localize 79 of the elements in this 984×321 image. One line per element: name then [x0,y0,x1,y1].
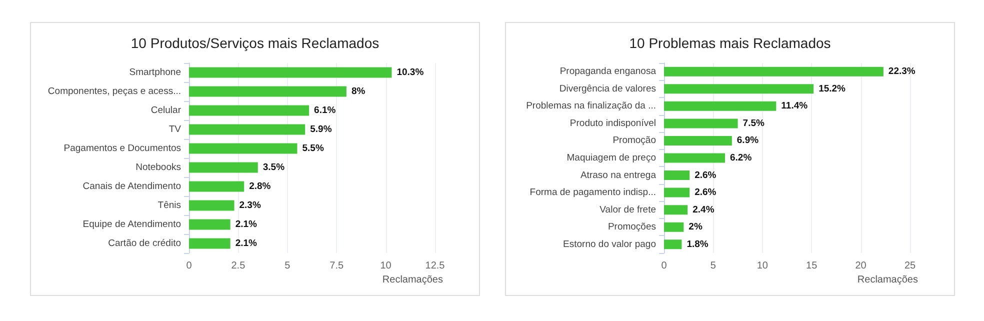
chart-title: 10 Produtos/Serviços mais Reclamados [130,35,380,51]
data-label: 2.6% [694,187,717,198]
data-label: 2% [688,222,703,233]
bar [189,200,234,211]
bar [664,118,738,128]
data-label: 6.2% [730,152,752,164]
y-tick-label: Atraso na entrega [580,170,657,181]
bar [189,219,230,230]
x-tick-label: 20 [855,260,867,272]
data-label: 5.9% [310,124,332,135]
data-label: 10.3% [396,67,424,78]
data-label: 6.1% [314,105,336,116]
data-label: 2.6% [694,170,717,181]
x-axis-title: Reclamações [382,274,443,286]
x-tick-label: 0 [661,260,668,272]
y-tick-label: Produto indisponível [570,118,656,129]
bar [664,188,690,198]
y-tick-label: Estorno do valor pago [563,238,656,250]
data-label: 3.5% [262,162,286,173]
x-tick-label: 10 [380,260,392,272]
data-label: 2.4% [692,204,715,216]
data-label: 2.8% [249,181,272,192]
bar [189,86,346,97]
x-tick-label: 7.5 [330,260,344,272]
y-tick-label: Promoção [612,135,656,146]
bar [664,101,776,111]
bar [664,153,726,163]
y-tick-label: Tênis [158,200,182,211]
x-tick-label: 25 [904,260,916,272]
y-tick-label: Pagamentos e Documentos [64,143,182,154]
y-tick-label: Forma de pagamento indisp... [530,187,656,198]
x-tick-label: 10 [756,260,768,272]
x-axis-title: Reclamações [857,274,918,286]
y-tick-label: Smartphone [129,67,181,78]
bar [189,67,392,78]
bar [664,205,688,215]
data-label: 15.2% [818,83,846,94]
x-tick-label: 0 [186,260,192,272]
data-label: 2.3% [239,200,262,211]
data-label: 2.1% [235,219,258,230]
bar [664,240,682,250]
y-tick-label: TV [168,124,182,135]
chart-title: 10 Problemas mais Reclamados [629,35,831,51]
data-label: 1.8% [686,238,709,250]
y-tick-label: Maquiagem de preço [566,152,656,164]
bar [189,143,298,154]
x-tick-label: 5 [710,260,716,272]
y-tick-label: Problemas na finalização da ... [526,100,656,112]
bar [189,124,306,135]
data-label: 6.9% [736,135,760,146]
y-tick-label: Propaganda enganosa [560,66,657,78]
y-tick-label: Componentes, peças e acess... [48,86,181,97]
bar [189,162,258,173]
bar [664,66,884,76]
y-tick-label: Canais de Atendimento [82,181,181,192]
bar [189,181,244,192]
y-tick-label: Notebooks [136,162,182,173]
y-tick-label: Valor de frete [600,204,656,216]
data-label: 5.5% [302,143,324,154]
y-tick-label: Equipe de Atendimento [82,219,181,230]
x-tick-label: 2.5 [231,260,246,272]
bar [189,238,230,249]
y-tick-label: Cartão de crédito [108,238,181,249]
bar [664,136,732,146]
data-label: 7.5% [742,118,766,129]
y-tick-label: Celular [150,105,181,116]
x-tick-label: 12.5 [425,260,446,272]
x-tick-label: 15 [806,260,818,272]
data-label: 2.1% [235,238,258,249]
y-tick-label: Divergência de valores [559,83,656,94]
bar [664,84,814,94]
bar [189,105,310,116]
data-label: 11.4% [781,100,808,112]
x-tick-label: 5 [284,260,291,272]
bar [664,170,690,180]
data-label: 8% [351,86,366,97]
data-label: 22.3% [888,66,916,78]
bar [664,222,684,232]
y-tick-label: Promoções [608,222,656,233]
